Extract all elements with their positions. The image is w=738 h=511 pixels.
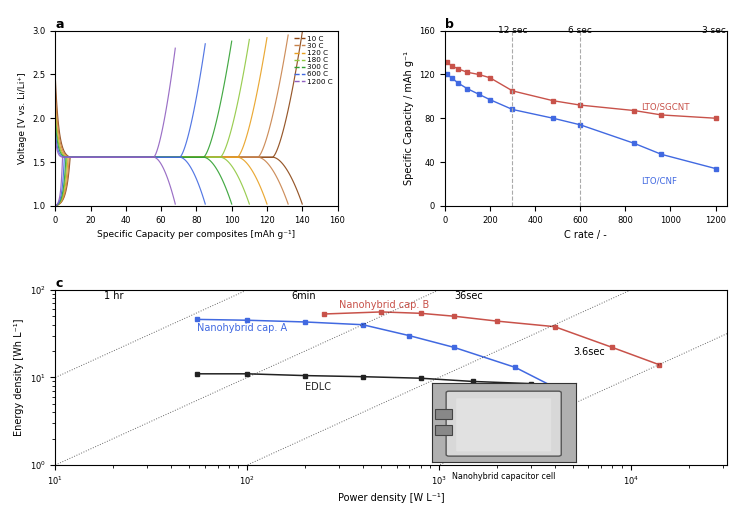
FancyBboxPatch shape (456, 398, 551, 451)
Text: a: a (55, 18, 64, 31)
Text: 3.6sec: 3.6sec (573, 347, 605, 357)
Bar (435, 425, 452, 435)
Text: b: b (445, 18, 454, 31)
Text: Nanohybrid cap. A: Nanohybrid cap. A (197, 323, 288, 333)
Y-axis label: Voltage [V vs. Li/Li⁺]: Voltage [V vs. Li/Li⁺] (18, 73, 27, 164)
Text: EDLC: EDLC (305, 382, 331, 392)
Text: 3 sec: 3 sec (702, 26, 725, 35)
Y-axis label: Specific Capacity / mAh g⁻¹: Specific Capacity / mAh g⁻¹ (404, 51, 413, 185)
Text: LTO/SGCNT: LTO/SGCNT (641, 103, 689, 111)
Text: 36sec: 36sec (455, 291, 483, 301)
Text: 6min: 6min (292, 291, 316, 301)
Text: Nanohybrid cap. B: Nanohybrid cap. B (339, 300, 429, 310)
Text: LTO/CNF: LTO/CNF (641, 177, 677, 186)
Text: Nanohybrid capacitor cell: Nanohybrid capacitor cell (452, 472, 556, 481)
Text: 12 sec: 12 sec (497, 26, 527, 35)
Text: 1 hr: 1 hr (104, 291, 124, 301)
Text: c: c (55, 277, 63, 290)
X-axis label: Power density [W L⁻¹]: Power density [W L⁻¹] (338, 493, 444, 503)
Y-axis label: Energy density [Wh L⁻¹]: Energy density [Wh L⁻¹] (14, 319, 24, 436)
X-axis label: Specific Capacity per composites [mAh g⁻¹]: Specific Capacity per composites [mAh g⁻… (97, 230, 295, 239)
Bar (435, 409, 452, 419)
Legend: 10 C, 30 C, 120 C, 180 C, 300 C, 600 C, 1200 C: 10 C, 30 C, 120 C, 180 C, 300 C, 600 C, … (292, 34, 334, 86)
Text: 6 sec: 6 sec (568, 26, 592, 35)
FancyBboxPatch shape (446, 391, 562, 456)
X-axis label: C rate / -: C rate / - (565, 230, 607, 240)
